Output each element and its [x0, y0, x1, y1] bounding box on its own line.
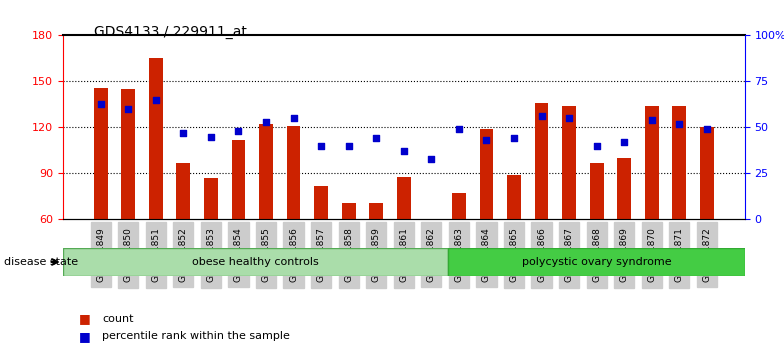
Point: [370, 136, 383, 141]
Point: [205, 134, 217, 139]
Point: [701, 126, 713, 132]
Bar: [480, 129, 493, 219]
Point: [535, 114, 548, 119]
Bar: [314, 186, 328, 219]
Bar: [231, 140, 245, 219]
Bar: [562, 106, 576, 219]
Bar: [122, 89, 135, 219]
Point: [645, 117, 658, 123]
Bar: [590, 163, 604, 219]
Bar: [94, 87, 107, 219]
Text: percentile rank within the sample: percentile rank within the sample: [102, 331, 290, 341]
Bar: [507, 175, 521, 219]
Bar: [176, 163, 191, 219]
Bar: [535, 103, 549, 219]
Point: [122, 106, 134, 112]
Point: [673, 121, 686, 127]
Point: [563, 115, 575, 121]
FancyBboxPatch shape: [63, 248, 448, 276]
Point: [452, 126, 465, 132]
Text: disease state: disease state: [4, 257, 78, 267]
Text: ■: ■: [78, 312, 90, 325]
Point: [315, 143, 328, 149]
Point: [94, 101, 107, 106]
Point: [177, 130, 190, 136]
Bar: [369, 202, 383, 219]
Point: [618, 139, 630, 145]
Text: ■: ■: [78, 330, 90, 343]
Point: [590, 143, 603, 149]
Bar: [149, 58, 162, 219]
Point: [232, 128, 245, 134]
Bar: [397, 177, 411, 219]
Bar: [700, 127, 713, 219]
Bar: [645, 106, 659, 219]
Text: GDS4133 / 229911_at: GDS4133 / 229911_at: [94, 25, 247, 39]
Text: polycystic ovary syndrome: polycystic ovary syndrome: [521, 257, 671, 267]
FancyBboxPatch shape: [448, 248, 745, 276]
Point: [287, 115, 299, 121]
Point: [508, 136, 521, 141]
Bar: [342, 202, 355, 219]
Point: [260, 119, 272, 125]
Point: [343, 143, 355, 149]
Bar: [259, 124, 273, 219]
Text: obese healthy controls: obese healthy controls: [192, 257, 319, 267]
Bar: [617, 158, 631, 219]
Bar: [287, 126, 300, 219]
Text: count: count: [102, 314, 133, 324]
Point: [480, 137, 492, 143]
Point: [150, 97, 162, 103]
Bar: [452, 193, 466, 219]
Point: [425, 156, 437, 161]
Point: [397, 149, 410, 154]
Bar: [204, 178, 218, 219]
Bar: [673, 106, 686, 219]
